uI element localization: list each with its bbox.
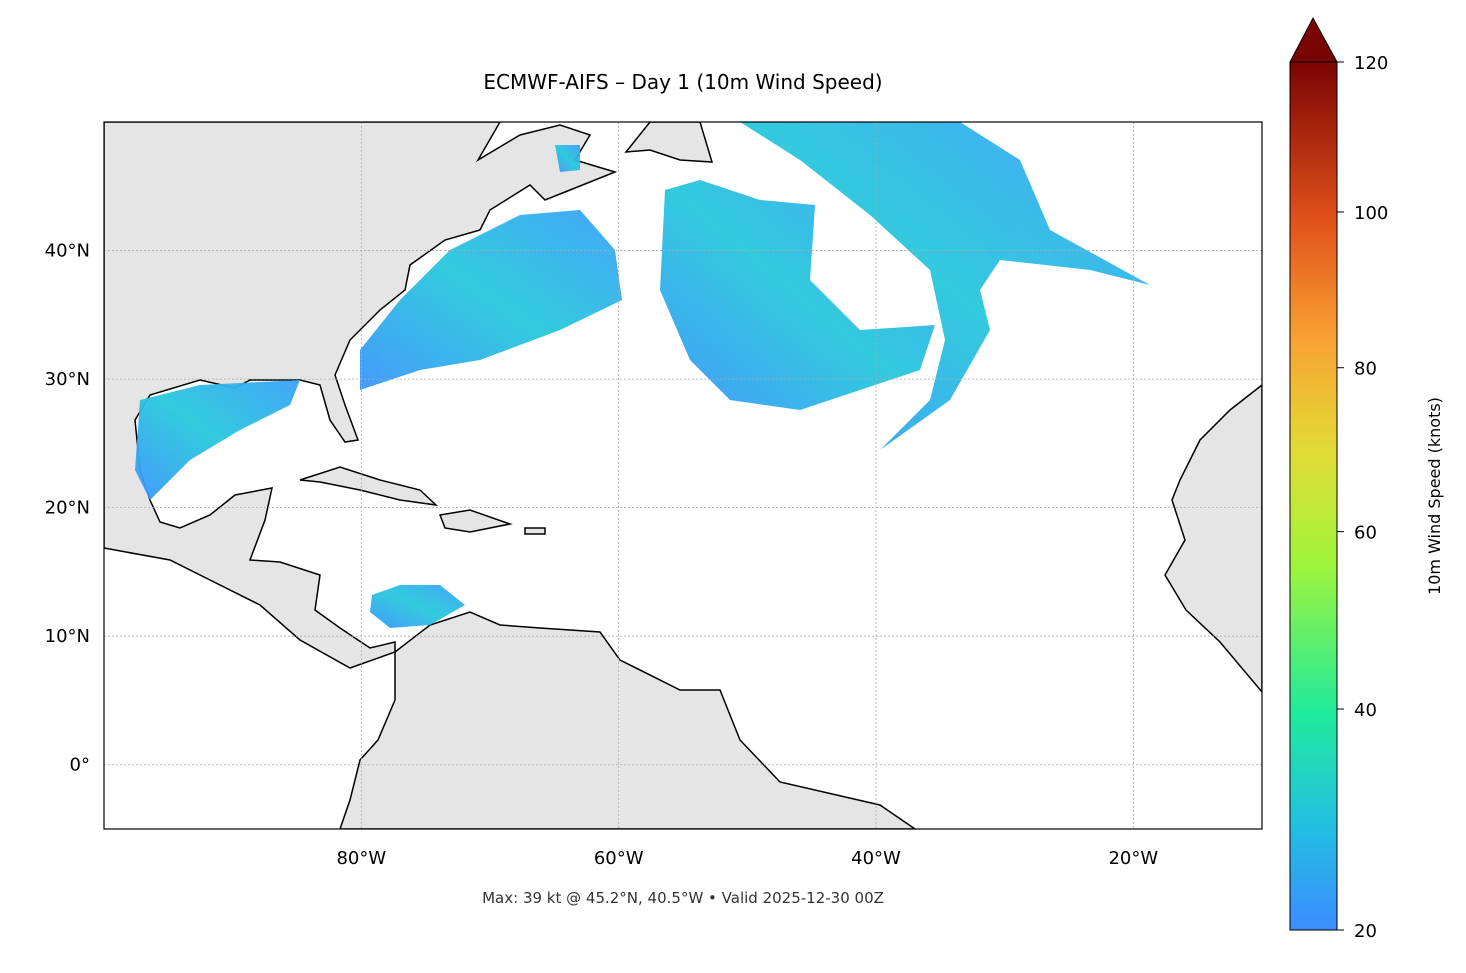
colorbar: [1289, 61, 1338, 931]
footnote: Max: 39 kt @ 45.2°N, 40.5°W • Valid 2025…: [482, 889, 884, 907]
x-tick-label: 80°W: [336, 848, 386, 869]
y-tick-label: 40°N: [45, 241, 90, 262]
south-america: [339, 611, 917, 829]
wind-field: [135, 122, 1150, 628]
wind-area: [740, 122, 1150, 450]
hispaniola: [438, 509, 513, 533]
newfoundland: [624, 122, 714, 163]
y-tick-label: 0°: [70, 755, 90, 776]
colorbar-tick-label: 100: [1354, 203, 1388, 224]
wind-area: [135, 380, 300, 500]
colorbar-tick-label: 20: [1354, 921, 1377, 942]
colorbar-extend: [1289, 16, 1338, 63]
wind-area: [660, 180, 935, 410]
colorbar-tick-label: 80: [1354, 359, 1377, 380]
colorbar-tick-label: 120: [1354, 53, 1388, 74]
colorbar-tick-label: 60: [1354, 523, 1377, 544]
x-tick-label: 20°W: [1108, 848, 1158, 869]
y-tick-label: 30°N: [45, 369, 90, 390]
wind-area: [370, 585, 465, 628]
grid: [104, 122, 1262, 829]
colorbar-label: 10m Wind Speed (knots): [1425, 397, 1444, 595]
cuba: [299, 466, 439, 507]
land: [104, 122, 1262, 829]
puerto-rico: [524, 527, 546, 535]
map-title: ECMWF-AIFS – Day 1 (10m Wind Speed): [483, 70, 882, 94]
africa: [1164, 384, 1262, 694]
plot-frame: [103, 121, 1263, 830]
colorbar-ticks: 20 40 60 80 100 120: [1337, 53, 1388, 942]
colorbar-tick-label: 40: [1354, 700, 1377, 721]
wind-area: [360, 210, 622, 390]
y-tick-label: 10°N: [45, 626, 90, 647]
y-tick-label: 20°N: [45, 498, 90, 519]
ticks: 80°W 60°W 40°W 20°W 0° 10°N 20°N 30°N 40°N: [45, 241, 1159, 869]
x-tick-label: 40°W: [851, 848, 901, 869]
x-tick-label: 60°W: [594, 848, 644, 869]
wind-area: [555, 145, 580, 172]
map-area: [104, 122, 1262, 829]
